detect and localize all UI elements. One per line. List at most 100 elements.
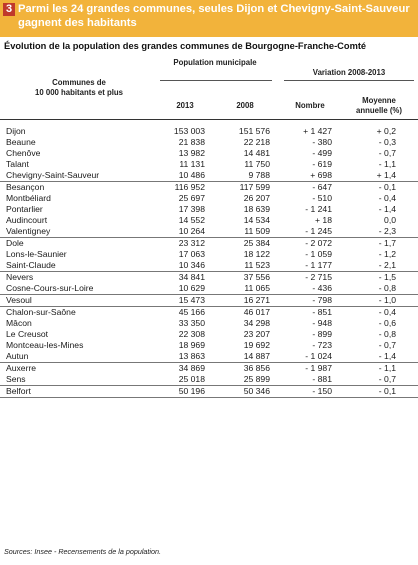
cell-name: Cosne-Cours-sur-Loire (6, 283, 94, 293)
cell-moyenne: - 1,4 (378, 204, 396, 214)
cell-nombre: - 1 245 (305, 226, 332, 236)
cell-moyenne: - 0,8 (378, 283, 396, 293)
cell-name: Talant (6, 159, 29, 169)
table-row: Dijon 153 003 151 576 + 1 427 + 0,2 (0, 126, 418, 137)
cell-moyenne: - 1,5 (378, 272, 396, 282)
table-row: Autun 13 863 14 887 - 1 024 - 1,4 (0, 351, 418, 362)
cell-nombre: - 380 (312, 137, 332, 147)
table-row: Sens 25 018 25 899 - 881 - 0,7 (0, 374, 418, 385)
cell-p2013: 14 552 (178, 215, 205, 225)
cell-p2008: 23 207 (243, 329, 270, 339)
cell-p2008: 16 271 (243, 295, 270, 305)
cell-moyenne: - 0,7 (378, 374, 396, 384)
cell-p2008: 9 788 (248, 170, 270, 180)
cell-name: Chalon-sur-Saône (6, 307, 76, 317)
cell-name: Chenôve (6, 148, 41, 158)
cell-name: Montceau-les-Mines (6, 340, 84, 350)
cell-p2008: 14 481 (243, 148, 270, 158)
row-group: Auxerre 34 869 36 856 - 1 987 - 1,1 Sens 25 01… (0, 363, 418, 386)
cell-name: Vesoul (6, 295, 32, 305)
cell-p2013: 25 697 (178, 193, 205, 203)
cell-nombre: - 499 (312, 148, 332, 158)
cell-nombre: + 1 427 (303, 126, 332, 136)
row-group: Dijon 153 003 151 576 + 1 427 + 0,2 Beaune 21 … (0, 126, 418, 182)
table-row: Talant 11 131 11 750 - 619 - 1,1 (0, 159, 418, 170)
cell-moyenne: - 0,3 (378, 137, 396, 147)
cell-moyenne: - 1,2 (378, 249, 396, 259)
cell-nombre: - 798 (312, 295, 332, 305)
table-body: Dijon 153 003 151 576 + 1 427 + 0,2 Beaune 21 … (0, 126, 418, 398)
cell-name: Dole (6, 238, 24, 248)
cell-moyenne: 0,0 (384, 215, 396, 225)
cell-moyenne: - 0,4 (378, 307, 396, 317)
header-moyenne: Moyenne annuelle (%) (356, 96, 402, 115)
cell-moyenne: - 0,7 (378, 340, 396, 350)
cell-nombre: - 899 (312, 329, 332, 339)
cell-p2013: 17 398 (178, 204, 205, 214)
cell-nombre: - 723 (312, 340, 332, 350)
cell-nombre: - 436 (312, 283, 332, 293)
cell-name: Sens (6, 374, 26, 384)
cell-p2008: 26 207 (243, 193, 270, 203)
cell-moyenne: - 0,1 (378, 182, 396, 192)
cell-nombre: - 1 177 (305, 260, 332, 270)
table-row: Pontarlier 17 398 18 639 - 1 241 - 1,4 (0, 204, 418, 215)
cell-nombre: - 1 987 (305, 363, 332, 373)
header-2008: 2008 (236, 101, 254, 110)
header-2013: 2013 (176, 101, 194, 110)
cell-nombre: - 619 (312, 159, 332, 169)
cell-nombre: - 2 072 (305, 238, 332, 248)
table-row: Nevers 34 841 37 556 - 2 715 - 1,5 (0, 272, 418, 283)
table-row: Vesoul 15 473 16 271 - 798 - 1,0 (0, 295, 418, 306)
cell-p2008: 151 576 (238, 126, 270, 136)
cell-name: Pontarlier (6, 204, 43, 214)
cell-p2013: 10 264 (178, 226, 205, 236)
cell-moyenne: - 1,0 (378, 295, 396, 305)
cell-p2008: 11 065 (244, 283, 270, 293)
header-population: Population municipale (173, 58, 257, 67)
table-row: Auxerre 34 869 36 856 - 1 987 - 1,1 (0, 363, 418, 374)
table-row: Le Creusot 22 308 23 207 - 899 - 0,8 (0, 329, 418, 340)
cell-p2013: 22 308 (178, 329, 205, 339)
cell-p2013: 17 063 (178, 249, 205, 259)
table-row: Saint-Claude 10 346 11 523 - 1 177 - 2,1 (0, 260, 418, 271)
table-row: Cosne-Cours-sur-Loire 10 629 11 065 - 436 - … (0, 283, 418, 294)
cell-nombre: - 1 241 (305, 204, 332, 214)
cell-nombre: - 150 (312, 386, 332, 396)
row-group: Besançon 116 952 117 599- 647- 0,1 Montbéli… (0, 182, 418, 238)
table-row: Chevigny-Saint-Sauveur 10 486 9 788 + 698 + … (0, 170, 418, 181)
cell-p2008: 19 692 (243, 340, 270, 350)
header-rule-variation (284, 80, 414, 81)
cell-moyenne: - 2,1 (378, 260, 396, 270)
title-bar: 3 Parmi les 24 grandes communes, seules … (0, 0, 418, 37)
cell-p2013: 25 018 (178, 374, 205, 384)
table-row: Lons-le-Saunier 17 063 18 122 - 1 059 - 1,2 (0, 249, 418, 260)
cell-moyenne: - 0,1 (378, 386, 396, 396)
header-rule-population (160, 80, 272, 81)
cell-nombre: - 1 059 (305, 249, 332, 259)
header-nombre: Nombre (295, 101, 325, 110)
cell-p2008: 117 599 (239, 182, 270, 192)
cell-p2008: 50 346 (243, 386, 270, 396)
cell-moyenne: + 1,4 (376, 170, 396, 180)
cell-moyenne: - 1,4 (378, 351, 396, 361)
cell-name: Besançon (6, 182, 45, 192)
cell-moyenne: - 1,1 (378, 363, 396, 373)
cell-name: Auxerre (6, 363, 37, 373)
table-row: Beaune 21 838 22 218 - 380 - 0,3 (0, 137, 418, 148)
table-row: Montbéliard 25 697 26 207 - 510 - 0,4 (0, 193, 418, 204)
cell-moyenne: - 1,1 (378, 159, 396, 169)
cell-p2008: 46 017 (243, 307, 270, 317)
table-row: Chenôve 13 982 14 481 - 499 - 0,7 (0, 148, 418, 159)
cell-name: Montbéliard (6, 193, 51, 203)
cell-p2008: 34 298 (243, 318, 270, 328)
table-row: Belfort 50 196 50 346 - 150 - 0,1 (0, 386, 418, 397)
cell-nombre: + 698 (310, 170, 332, 180)
cell-p2013: 18 969 (178, 340, 205, 350)
cell-nombre: - 948 (312, 318, 332, 328)
table-row: Dole 23 312 25 384 - 2 072 - 1,7 (0, 238, 418, 249)
cell-p2013: 10 629 (178, 283, 205, 293)
row-group: Belfort 50 196 50 346 - 150 - 0,1 (0, 386, 418, 398)
cell-p2008: 11 509 (244, 226, 270, 236)
cell-p2008: 25 384 (243, 238, 270, 248)
